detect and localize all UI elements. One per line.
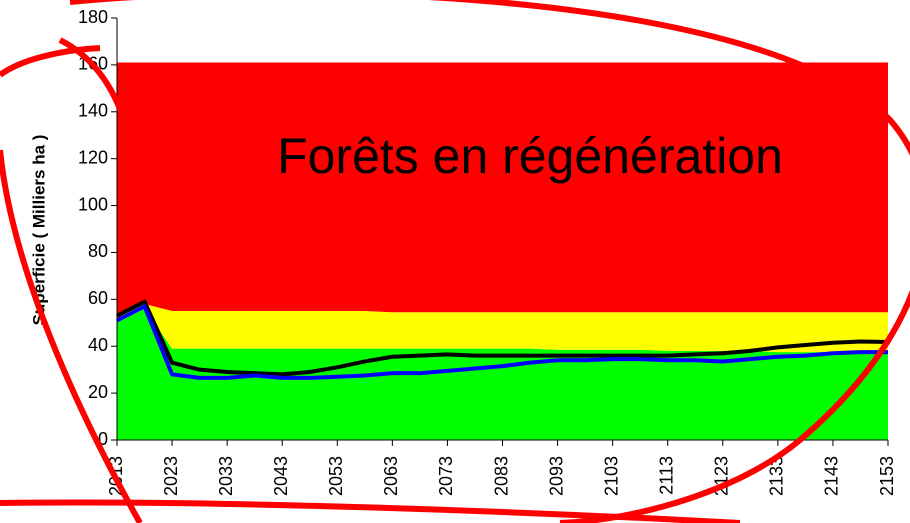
circle-stroke [58, 37, 133, 141]
line [116, 299, 889, 377]
x-tick-label: 2073 [436, 456, 456, 496]
annotation: Forêts en régénération [277, 128, 783, 184]
x-tick-label: 2153 [877, 456, 897, 496]
circle-stroke [69, 0, 910, 523]
line [116, 304, 888, 380]
y-tick-label: 20 [88, 382, 108, 402]
y-tick-label: 0 [98, 429, 108, 449]
y-tick-label: 100 [78, 194, 108, 214]
x-tick-label: 2053 [326, 456, 346, 496]
x-tick-label: 2023 [161, 456, 181, 496]
area [117, 62, 888, 314]
circle-stroke [0, 499, 741, 523]
x-tick-label: 2083 [491, 456, 511, 496]
area [117, 308, 888, 440]
x-tick-label: 2133 [767, 456, 787, 496]
x-tick-label: 2113 [656, 456, 676, 495]
y-tick-label: 60 [88, 288, 108, 308]
area [117, 304, 888, 354]
x-tick-label: 2043 [271, 456, 291, 496]
y-tick-label: 140 [78, 101, 108, 121]
x-tick-label: 2093 [546, 456, 566, 496]
x-tick-label: 2143 [822, 456, 842, 496]
y-tick-label: 80 [88, 241, 108, 261]
y-tick-label: 40 [88, 335, 108, 355]
x-tick-label: 2103 [601, 456, 621, 496]
x-tick-label: 2063 [381, 456, 401, 496]
circle-stroke [0, 149, 143, 523]
y-tick-label: 180 [78, 7, 108, 27]
x-tick-label: 2033 [216, 456, 236, 496]
y-axis-label: Superficie ( Milliers ha ) [29, 135, 48, 326]
y-tick-label: 120 [78, 147, 108, 167]
circle-stroke [0, 45, 101, 78]
